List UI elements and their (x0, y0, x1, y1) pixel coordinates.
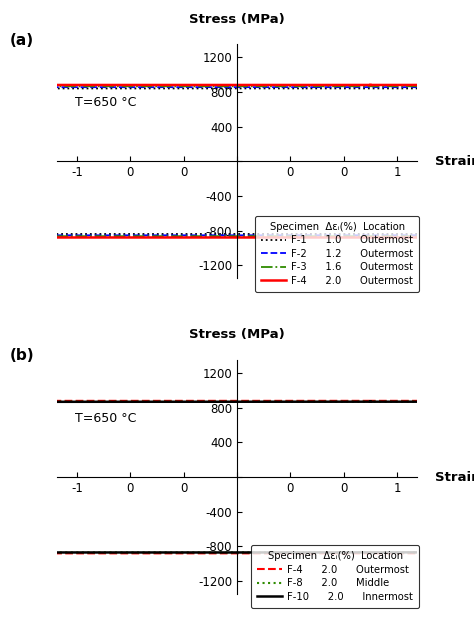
Text: (b): (b) (10, 348, 35, 363)
Text: T=650 °C: T=650 °C (75, 411, 136, 425)
Legend: F-1      1.0      Outermost, F-2      1.2      Outermost, F-3      1.6      Oute: F-1 1.0 Outermost, F-2 1.2 Outermost, F-… (255, 216, 419, 292)
Text: Strain (%): Strain (%) (435, 155, 474, 167)
Text: Stress (MPa): Stress (MPa) (189, 13, 285, 25)
Text: (a): (a) (10, 32, 34, 47)
Text: Strain (%): Strain (%) (435, 471, 474, 483)
Legend: F-4      2.0      Outermost, F-8      2.0      Middle, F-10      2.0      Innerm: F-4 2.0 Outermost, F-8 2.0 Middle, F-10 … (251, 545, 419, 608)
Text: T=650 °C: T=650 °C (75, 95, 136, 109)
Text: Stress (MPa): Stress (MPa) (189, 329, 285, 341)
